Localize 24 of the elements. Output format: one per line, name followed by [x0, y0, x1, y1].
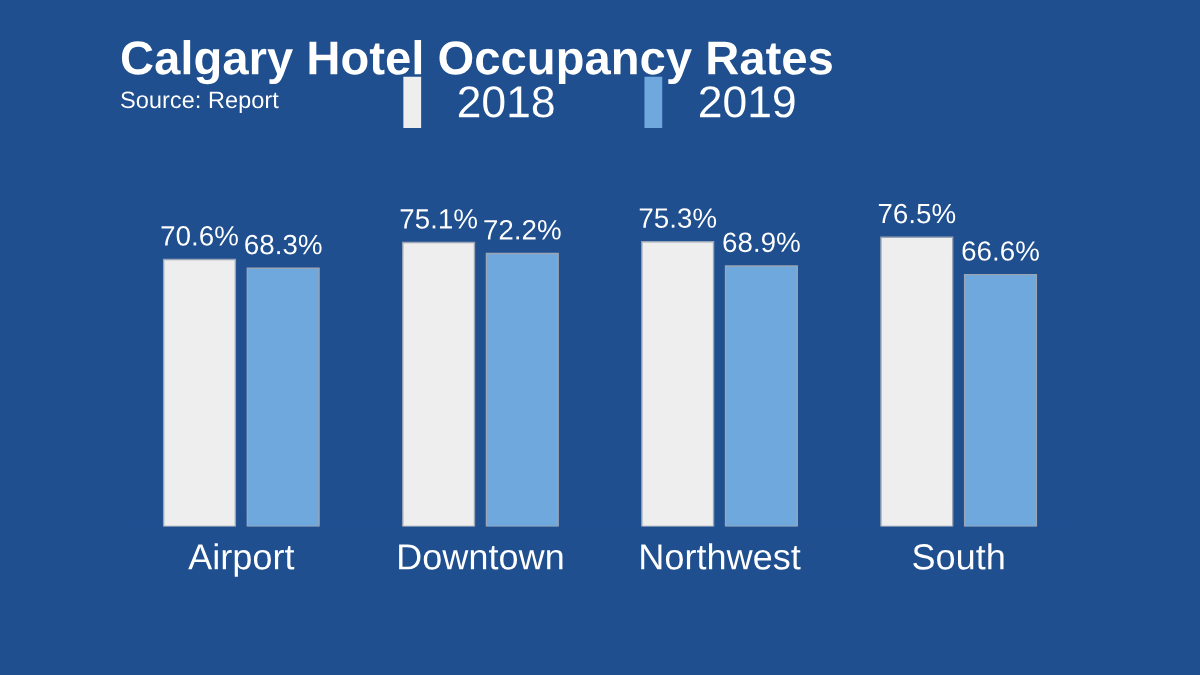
legend-label: 2018 [458, 86, 554, 118]
data-label: 75.1% [400, 209, 477, 229]
source-note: Source: Report [121, 91, 279, 113]
bar [963, 273, 1038, 527]
x-tick-label: Downtown [399, 544, 563, 570]
data-label: 76.5% [878, 203, 956, 224]
data-label: 66.6% [962, 241, 1039, 261]
x-tick-label: Airport [188, 543, 295, 577]
x-tick-label: Northwest [641, 543, 801, 570]
bar [246, 267, 320, 527]
bar [641, 241, 715, 527]
chart-title: Calgary Hotel Occupancy Rates [121, 40, 832, 85]
data-label: 72.2% [484, 219, 561, 240]
bar [402, 241, 476, 527]
bar [162, 258, 237, 527]
x-tick-label: South [913, 543, 1004, 570]
bar [485, 252, 559, 527]
data-label: 70.6% [161, 226, 238, 246]
bar [724, 265, 798, 527]
data-label: 75.3% [639, 208, 717, 228]
data-label: 68.9% [723, 232, 800, 253]
legend-label: 2019 [700, 86, 795, 118]
bar [880, 236, 954, 527]
data-label: 68.3% [245, 234, 322, 255]
